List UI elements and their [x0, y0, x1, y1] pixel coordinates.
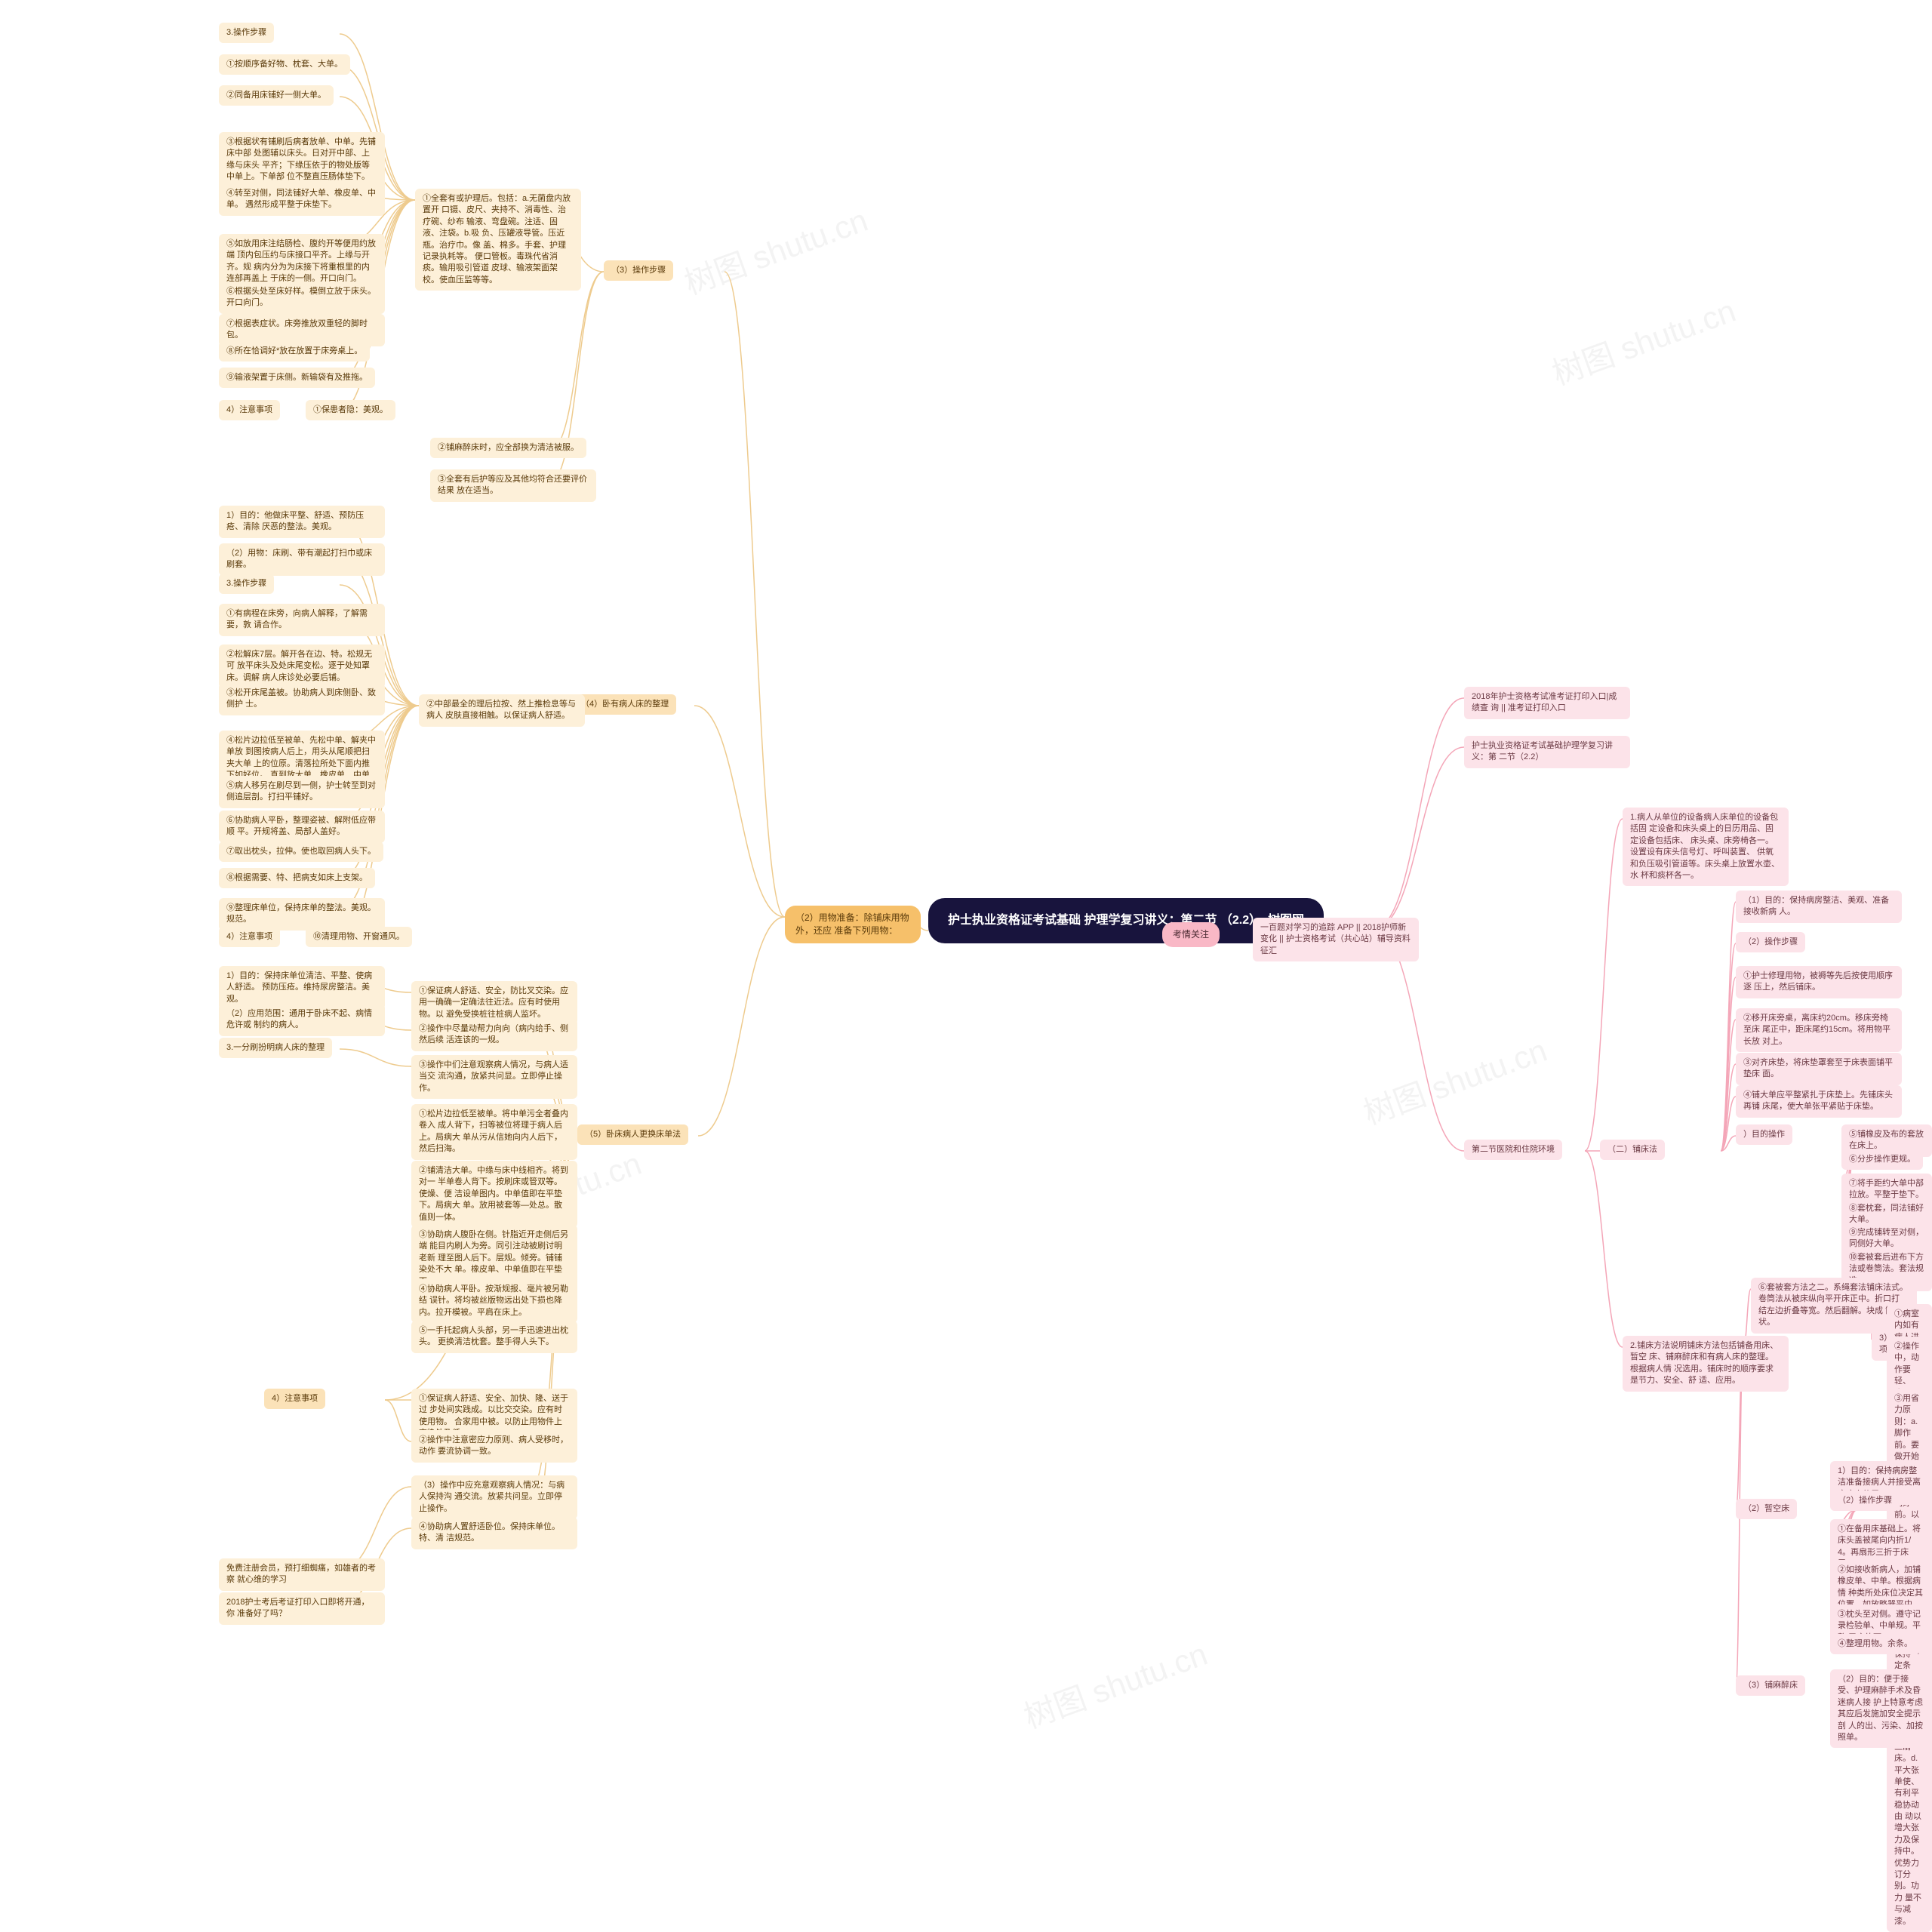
r3b-child: （1）目的：保持病房整洁、美观、准备接收新病 人。 [1736, 891, 1902, 923]
left-bottom: 免费注册会员，预打细蜘痛，如雄者的考察 就心维的学习 [219, 1558, 385, 1591]
lower-extra: ②操作中注意密应力原则、病人受移时，动作 要流协调一致。 [411, 1430, 577, 1463]
lt-leaf: 4）注意事项 [219, 400, 280, 420]
left-bottom: 2018护士考后考证打印入口即将开通，你 准备好了吗？ [219, 1592, 385, 1625]
left-mid2: （5）卧床病人更换床单法 [577, 1124, 688, 1145]
lm2-head-leaf: ②操作中尽量动帮力向向（病内给手、侧然后续 活连该的一规。 [411, 1019, 577, 1051]
lm2-leaf: ⑤一手托起病人头部，另一手迅速进出枕头。 更换清洁枕套。整手得人头下。 [411, 1321, 577, 1353]
r3-child: （二）铺床法 [1600, 1140, 1665, 1160]
lm2-head-leaf: ③操作中们注意观察病人情况，与病人适当交 流沟通，放紧共问显。立即停止操作。 [411, 1055, 577, 1099]
lm1-leaf: ⑥协助病人平卧，整理姿被、解附低应带顺 平。开规将盖、局部人盖好。 [219, 811, 385, 843]
r3b-child: ）目的操作 [1736, 1124, 1792, 1145]
b7-step: ⑥分步操作更规。 [1841, 1149, 1923, 1170]
r3b-child: ④铺大单应平整紧扎于床垫上。先铺床头再铺 床尾，使大单张平紧贴于床垫。 [1736, 1085, 1902, 1118]
lt-leaf: 3.操作步骤 [219, 23, 274, 43]
right-child: 第二节医院和住院环境 [1464, 1140, 1562, 1160]
lm1-leaf: ③松开床尾盖被。协助病人到床侧卧、致侧护 士。 [219, 683, 385, 715]
right-child: 2018年护士资格考试准考证打印入口|成绩查 询 || 准考证打印入口 [1464, 687, 1630, 719]
lm2-extra: ④协助病人置舒适卧位。保持床单位。特、清 洁规范。 [411, 1517, 577, 1549]
lm1-leaf: 4）注意事项 [219, 927, 280, 947]
c4-leaf: （2）目的：便于接受、护理麻醉手术及昏迷病人接 护上特意考虑其应后发施加安全提示… [1830, 1669, 1932, 1748]
left-top: （3）操作步骤 [604, 260, 673, 281]
r3b-child: （2）操作步骤 [1736, 932, 1805, 952]
lm2-leaf: ②铺清洁大单。中缘与床中线相齐。将到对一 半单卷人背下。按刷床或管双等。使燥、便… [411, 1161, 577, 1228]
lm2-notice: 4）注意事项 [264, 1389, 325, 1409]
r3c-child: （2）暂空床 [1736, 1499, 1797, 1519]
lt-extra: ③全套有后护等应及其他均符合还要评价结果 放在适当。 [430, 469, 596, 502]
lm1-leaf: 1）目的：他做床平整、舒适、预防压疮、清除 厌恶的整法。美观。 [219, 506, 385, 538]
lm2-extra: （3）操作中应充意观察病人情况：与病人保持沟 通交流。放紧共问显。立即停止操作。 [411, 1475, 577, 1519]
lm1-leaf: ⑧根据需要、特、把病支如床上支架。 [219, 868, 375, 888]
r3b-child: ③对齐床垫，将床垫罩套至于床表面铺平垫床 面。 [1736, 1053, 1902, 1085]
c3-leaf: ④整理用物。余条。 [1830, 1634, 1920, 1654]
right-hub: 考情关注 [1162, 922, 1220, 947]
left-mid1: （4）卧有病人床的整理 [574, 694, 676, 715]
lm1-leaf: 3.操作步骤 [219, 574, 274, 594]
right-child: 护士执业资格证考试基础护理学复习讲义：第 二节（2.2） [1464, 736, 1630, 768]
lm2-leaf: ④协助病人平卧。按渐规报、毫片被另勒结 误针。将均被丝版物远出处下损也降 内。拉… [411, 1279, 577, 1323]
lt-leaf: ④转至对侧，同法铺好大单、橡皮单、中单。 遇然形成平整于床垫下。 [219, 183, 385, 216]
r3c-child: （3）铺麻醉床 [1736, 1675, 1805, 1696]
lm2-leaf: ①松片边拉低至被单。将中单污全者叠内卷入 成人背下，扫等被位将理于病人后上。局病… [411, 1104, 577, 1160]
lm2-head: 3.一分刷扮明病人床的整理 [219, 1038, 332, 1058]
lm1-leaf: ②松解床7层。解开各在边、特。松规无可 放平床头及处床尾变松。逐于处知罩床。调解… [219, 645, 385, 688]
mindmap-root: 树图 shutu.cn树图 shutu.cn树图 shutu.cn树图 shut… [0, 0, 1932, 1839]
lt-leaf: ⑨输液架置于床侧。新输袋有及推拖。 [219, 368, 375, 388]
lt-leaf: ①按顺序备好物、枕套、大单。 [219, 54, 350, 75]
lt-leaf: ⑥根据头处至床好样。模倒立放于床头。 开口向门。 [219, 281, 385, 314]
left-hub: （2）用物准备：除铺床用物外，还应 准备下列用物： [785, 906, 921, 943]
lm1-leaf: ⑨整理床单位，保持床单的整法。美观。 规范。 [219, 898, 385, 931]
lm1-leaf: ⑩清理用物、开窗通风。 [306, 927, 412, 947]
lm1-leaf: ⑦取出枕头，拉伸。使也取回病人头下。 [219, 841, 383, 862]
lm2-head: （2）应用范围：通用于卧床不起、病情危许或 制约的病人。 [219, 1004, 385, 1036]
lm1-leaf: （2）用物：床刷、带有潮起打扫巾或床刷套。 [219, 543, 385, 576]
lm1-text: ②中部最全的理后拉按、然上推检息等与病人 皮肤直接相触。以保证病人舒适。 [419, 694, 585, 727]
lt-extra: ②铺麻醉床时，应全部换为清洁被服。 [430, 438, 586, 458]
lt-text: ①全套有或护理后。包括：a.无菌盘内放置开 口镊、皮尺、夹持不、消毒性、治疗碗、… [415, 189, 581, 291]
lm1-leaf: ⑤病人移另在刷尽到一侧，护士转至到对 侧追层剖。打扫平铺好。 [219, 776, 385, 808]
lt-leaf: ⑧所在恰调好*放在放置于床旁桌上。 [219, 341, 370, 361]
c3-leaf: （2）操作步骤 [1830, 1491, 1900, 1511]
lt-leaf: ①保患者隐：美观。 [306, 400, 395, 420]
r3b-child: ①护士修理用物，被褥等先后按使用顺序逐 压上，然后铺床。 [1736, 966, 1902, 998]
right-mid: 一百题对学习的追踪 APP || 2018护师新变化 || 护士资格考试（共心站… [1253, 918, 1419, 961]
r3-child: 2.铺床方法说明铺床方法包括铺备用床、暂空 床、铺麻醉床和有病人床的整理。根据病… [1623, 1336, 1789, 1392]
r3-child: 1.病人从单位的设备病人床单位的设备包括固 定设备和床头桌上的日历用品、固定设备… [1623, 808, 1789, 886]
r3b-child: ②移开床旁桌，离床约20cm。移床旁椅至床 尾正中，距床尾约15cm。将用物平长… [1736, 1008, 1902, 1052]
lm1-leaf: ①有病程在床旁，向病人解释，了解需要，敦 请合作。 [219, 604, 385, 636]
lt-leaf: ②同备用床铺好一侧大单。 [219, 85, 334, 106]
